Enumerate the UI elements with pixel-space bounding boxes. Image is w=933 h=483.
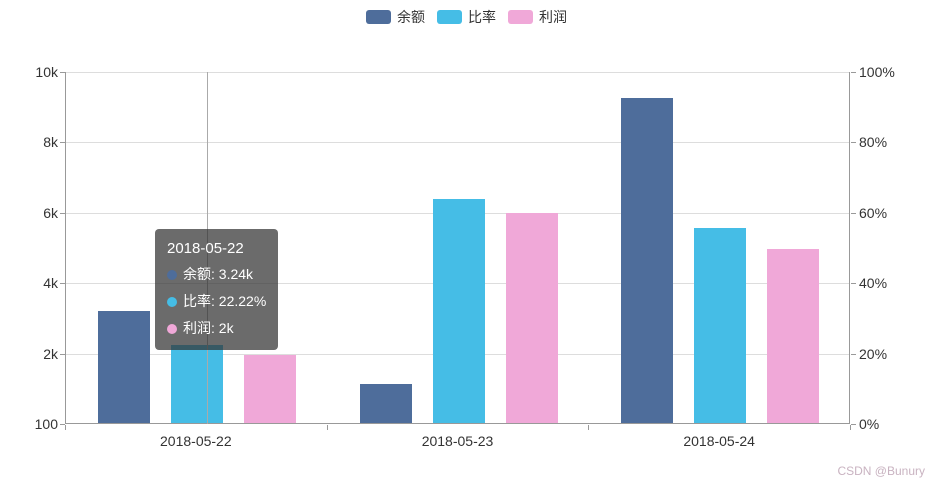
bar-balance-2[interactable] (621, 98, 673, 423)
y-axis-label-right: 80% (859, 134, 888, 151)
y-axis-tick-left (60, 353, 65, 355)
ratio-marker-icon (167, 296, 177, 307)
bar-ratio-0[interactable] (171, 345, 223, 423)
profit-marker-icon (167, 323, 177, 334)
legend-label: 利润 (539, 9, 567, 25)
y-axis-label-left: 100 (34, 416, 58, 432)
plot-area (65, 72, 850, 424)
tooltip-text: 利润: 2k (183, 320, 234, 336)
y-axis-tick-right (851, 424, 856, 425)
y-axis-label-left: 10k (35, 64, 58, 80)
x-axis-tick (588, 425, 590, 430)
y-axis-tick-left (60, 72, 65, 73)
legend-swatch-icon (366, 10, 391, 24)
legend: 余额 比率 利润 (0, 7, 933, 27)
bar-profit-2[interactable] (767, 249, 819, 423)
tooltip-text: 比率: 22.22% (183, 293, 267, 309)
bar-balance-0[interactable] (98, 311, 150, 423)
gridline (66, 72, 849, 73)
legend-swatch-icon (437, 10, 462, 24)
y-axis-label-right: 0% (859, 416, 880, 432)
y-axis-label-left: 6k (43, 204, 58, 221)
x-axis-label: 2018-05-23 (421, 433, 494, 449)
legend-item-profit[interactable]: 利润 (508, 7, 567, 27)
y-axis-label-left: 8k (43, 134, 58, 151)
x-axis-tick (850, 425, 851, 430)
legend-label: 比率 (468, 9, 496, 25)
gridline (66, 142, 849, 144)
y-axis-tick-left (60, 283, 65, 285)
y-axis-tick-right (851, 283, 856, 285)
bar-ratio-1[interactable] (433, 199, 485, 423)
tooltip: 2018-05-22 余额: 3.24k 比率: 22.22% 利润: 2k (155, 229, 279, 350)
y-axis-tick-left (60, 424, 65, 425)
legend-label: 余额 (397, 9, 425, 25)
balance-marker-icon (167, 269, 177, 280)
y-axis-label-right: 100% (859, 64, 895, 80)
y-axis-label-left: 2k (43, 345, 58, 362)
bar-balance-1[interactable] (360, 384, 412, 423)
y-axis-tick-left (60, 212, 65, 214)
bar-profit-1[interactable] (506, 213, 558, 423)
legend-item-balance[interactable]: 余额 (366, 7, 425, 27)
y-axis-tick-right (851, 353, 856, 355)
tooltip-rows: 余额: 3.24k 比率: 22.22% 利润: 2k (167, 261, 266, 342)
y-axis-tick-right (851, 72, 856, 73)
y-axis-label-right: 40% (859, 275, 888, 292)
tooltip-text: 余额: 3.24k (183, 266, 254, 282)
tooltip-row-balance: 余额: 3.24k (167, 261, 266, 288)
y-axis-label-right: 60% (859, 204, 888, 221)
tooltip-row-profit: 利润: 2k (167, 315, 266, 342)
x-axis-tick (65, 425, 66, 430)
x-axis-tick (326, 425, 328, 430)
watermark: CSDN @Bunury (837, 464, 925, 478)
x-axis-label: 2018-05-22 (160, 433, 232, 449)
bar-profit-0[interactable] (244, 355, 296, 423)
legend-item-ratio[interactable]: 比率 (437, 7, 496, 27)
y-axis-tick-right (851, 212, 856, 214)
bar-ratio-2[interactable] (694, 228, 746, 423)
y-axis-label-right: 20% (859, 345, 888, 362)
y-axis-tick-left (60, 142, 65, 144)
y-axis-tick-right (851, 142, 856, 144)
x-axis-label: 2018-05-24 (683, 433, 755, 449)
y-axis-label-left: 4k (43, 275, 58, 292)
legend-swatch-icon (508, 10, 533, 24)
tooltip-title: 2018-05-22 (167, 240, 244, 257)
tooltip-row-ratio: 比率: 22.22% (167, 288, 266, 315)
